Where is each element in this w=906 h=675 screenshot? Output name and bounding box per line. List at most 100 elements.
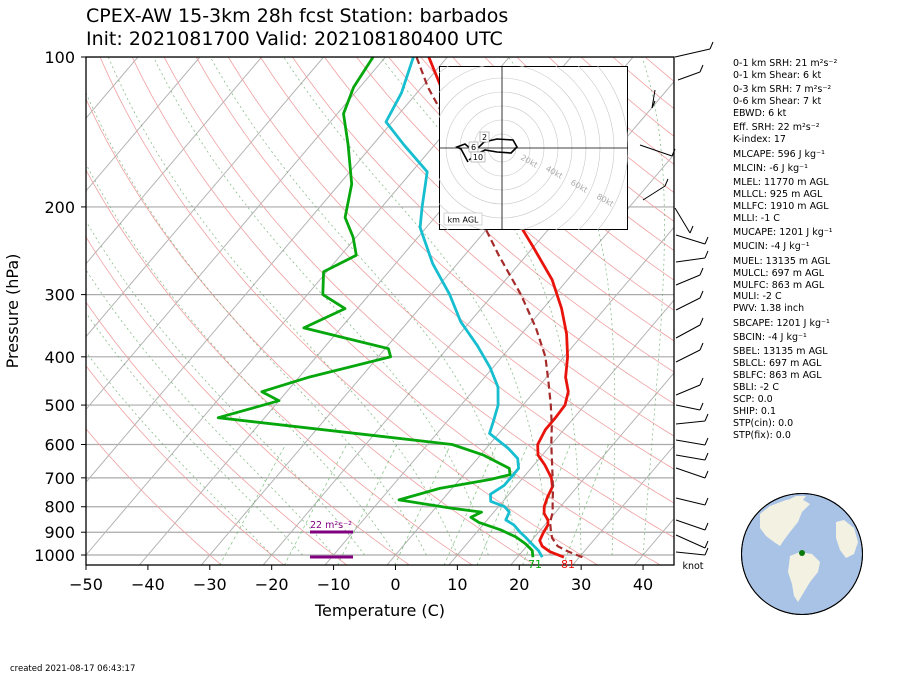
index-line: EBWD: 6 kt — [733, 108, 787, 119]
isotherm — [510, 372, 674, 565]
x-tick-label: 10 — [447, 575, 467, 594]
skewt-axes: −50 −40 −30 −20 −10 0 10 20 30 40 100 200 300 400 500 6… — [34, 48, 675, 594]
x-tick-label: 30 — [571, 575, 591, 594]
index-line: 0-1 km Shear: 6 kt — [733, 69, 822, 81]
x-axis-label: Temperature (C) — [314, 601, 445, 620]
plot-frame — [85, 56, 675, 566]
wind-barb — [675, 257, 706, 263]
index-line: SBLFC: 863 m AGL — [733, 370, 822, 381]
wind-barb-flag — [704, 437, 709, 446]
y-tick-label: 400 — [44, 348, 75, 367]
index-line: SBCAPE: 1201 J kg⁻¹ — [733, 317, 830, 329]
moist-adiabat — [641, 57, 665, 555]
mixing-ratio-line — [283, 444, 348, 565]
dry-adiabat — [86, 236, 411, 565]
dry-adiabat — [356, 57, 674, 342]
dry-adiabat — [420, 57, 674, 281]
wind-barb-flag — [699, 377, 704, 386]
barbs-unit-label: knot — [682, 561, 703, 572]
wind-barb-flag — [704, 540, 709, 549]
wind-barb — [675, 534, 706, 549]
index-line: MULFC: 863 m AGL — [733, 279, 825, 291]
isotherm — [448, 299, 674, 565]
dry-adiabat — [86, 301, 348, 565]
x-tick-label: −30 — [193, 575, 227, 594]
index-line: SCP: 0.0 — [733, 393, 773, 405]
mixing-ratio-line — [394, 444, 451, 565]
wind-barb-flag — [689, 225, 694, 234]
wind-barb — [675, 519, 706, 531]
y-tick-label: 500 — [44, 396, 75, 415]
dry-adiabat — [227, 57, 674, 470]
wind-barb — [675, 297, 701, 311]
isotherm — [572, 445, 674, 565]
moist-adiabat — [107, 57, 458, 556]
wind-barb-flag — [671, 148, 676, 157]
wind-barb-flag — [699, 64, 704, 73]
chart-subtitle: Init: 2021081700 Valid: 202108180400 UTC — [86, 28, 503, 50]
moist-adiabat — [210, 57, 520, 556]
wind-barb-flag — [704, 452, 709, 461]
index-line: 0-1 km SRH: 21 m²s⁻² — [733, 58, 838, 69]
dry-adiabat — [259, 57, 674, 437]
wind-barb — [675, 404, 701, 411]
dry-adiabat — [292, 57, 674, 405]
wind-barb — [677, 71, 701, 81]
wetbulb-line — [384, 57, 544, 558]
wind-barb-flag — [699, 402, 704, 411]
mixing-ratio-line — [522, 444, 571, 565]
dry-adiabat — [99, 57, 599, 565]
hodograph: 20kt 40kt 60kt 80kt 2 6 10 km AGL — [439, 66, 628, 230]
x-tick-label: −10 — [317, 575, 351, 594]
wind-barb — [675, 551, 706, 556]
wind-barb — [651, 89, 656, 109]
mixing-ratio-line — [219, 444, 286, 565]
y-tick-label: 800 — [44, 498, 75, 517]
x-tick-label: 40 — [633, 575, 653, 594]
isotherm — [86, 57, 386, 411]
wind-barb — [675, 439, 706, 446]
index-line: MUEL: 13135 m AGL — [733, 255, 831, 267]
wind-barb — [674, 48, 711, 58]
wind-barb-flag — [664, 178, 669, 187]
moist-adiabat — [86, 269, 334, 556]
index-line: Eff. SRH: 22 m²s⁻² — [733, 122, 820, 134]
wind-barb-flag — [704, 250, 709, 259]
isotherm — [86, 57, 263, 265]
index-line: SBEL: 13135 m AGL — [733, 346, 828, 358]
index-line: 0-6 km Shear: 7 kt — [733, 96, 822, 108]
station-marker — [799, 550, 805, 556]
hodograph-height-marker: 6 — [471, 143, 476, 152]
created-timestamp: created 2021-08-17 06:43:17 — [10, 664, 136, 674]
index-line: MLCIN: -6 J kg⁻¹ — [733, 162, 808, 174]
x-tick-label: −40 — [131, 575, 165, 594]
dry-adiabat — [324, 57, 674, 373]
dry-adiabat — [388, 57, 674, 311]
index-line: SBCIN: -4 J kg⁻¹ — [733, 331, 807, 343]
y-tick-label: 700 — [44, 469, 75, 488]
isotherm — [386, 226, 674, 565]
x-tick-label: 20 — [509, 575, 529, 594]
x-tick-label: 0 — [390, 575, 400, 594]
y-tick-label: 100 — [44, 48, 75, 67]
dry-adiabat — [131, 57, 662, 565]
mixing-ratio-line — [562, 444, 609, 565]
index-line: MULI: -2 C — [733, 291, 782, 303]
index-line: MLLCL: 925 m AGL — [733, 189, 823, 200]
index-line: MUCAPE: 1201 J kg⁻¹ — [733, 227, 833, 239]
hodograph-height-marker: 2 — [482, 133, 487, 142]
globe-locator — [741, 493, 863, 615]
dry-adiabat — [86, 365, 285, 565]
wind-barb-flag — [699, 267, 704, 276]
wind-barb — [675, 324, 701, 339]
wind-barb-flag — [651, 100, 656, 109]
mixing-ratio-line — [337, 444, 398, 565]
wind-barb-flag — [709, 41, 714, 50]
wind-barb-flag — [699, 290, 704, 299]
index-line: MUCIN: -4 J kg⁻¹ — [733, 241, 810, 253]
y-tick-label: 1000 — [34, 546, 75, 565]
wind-barb-flag — [699, 342, 704, 351]
index-line: STP(fix): 0.0 — [733, 429, 791, 441]
wind-barb-flag — [704, 497, 709, 506]
